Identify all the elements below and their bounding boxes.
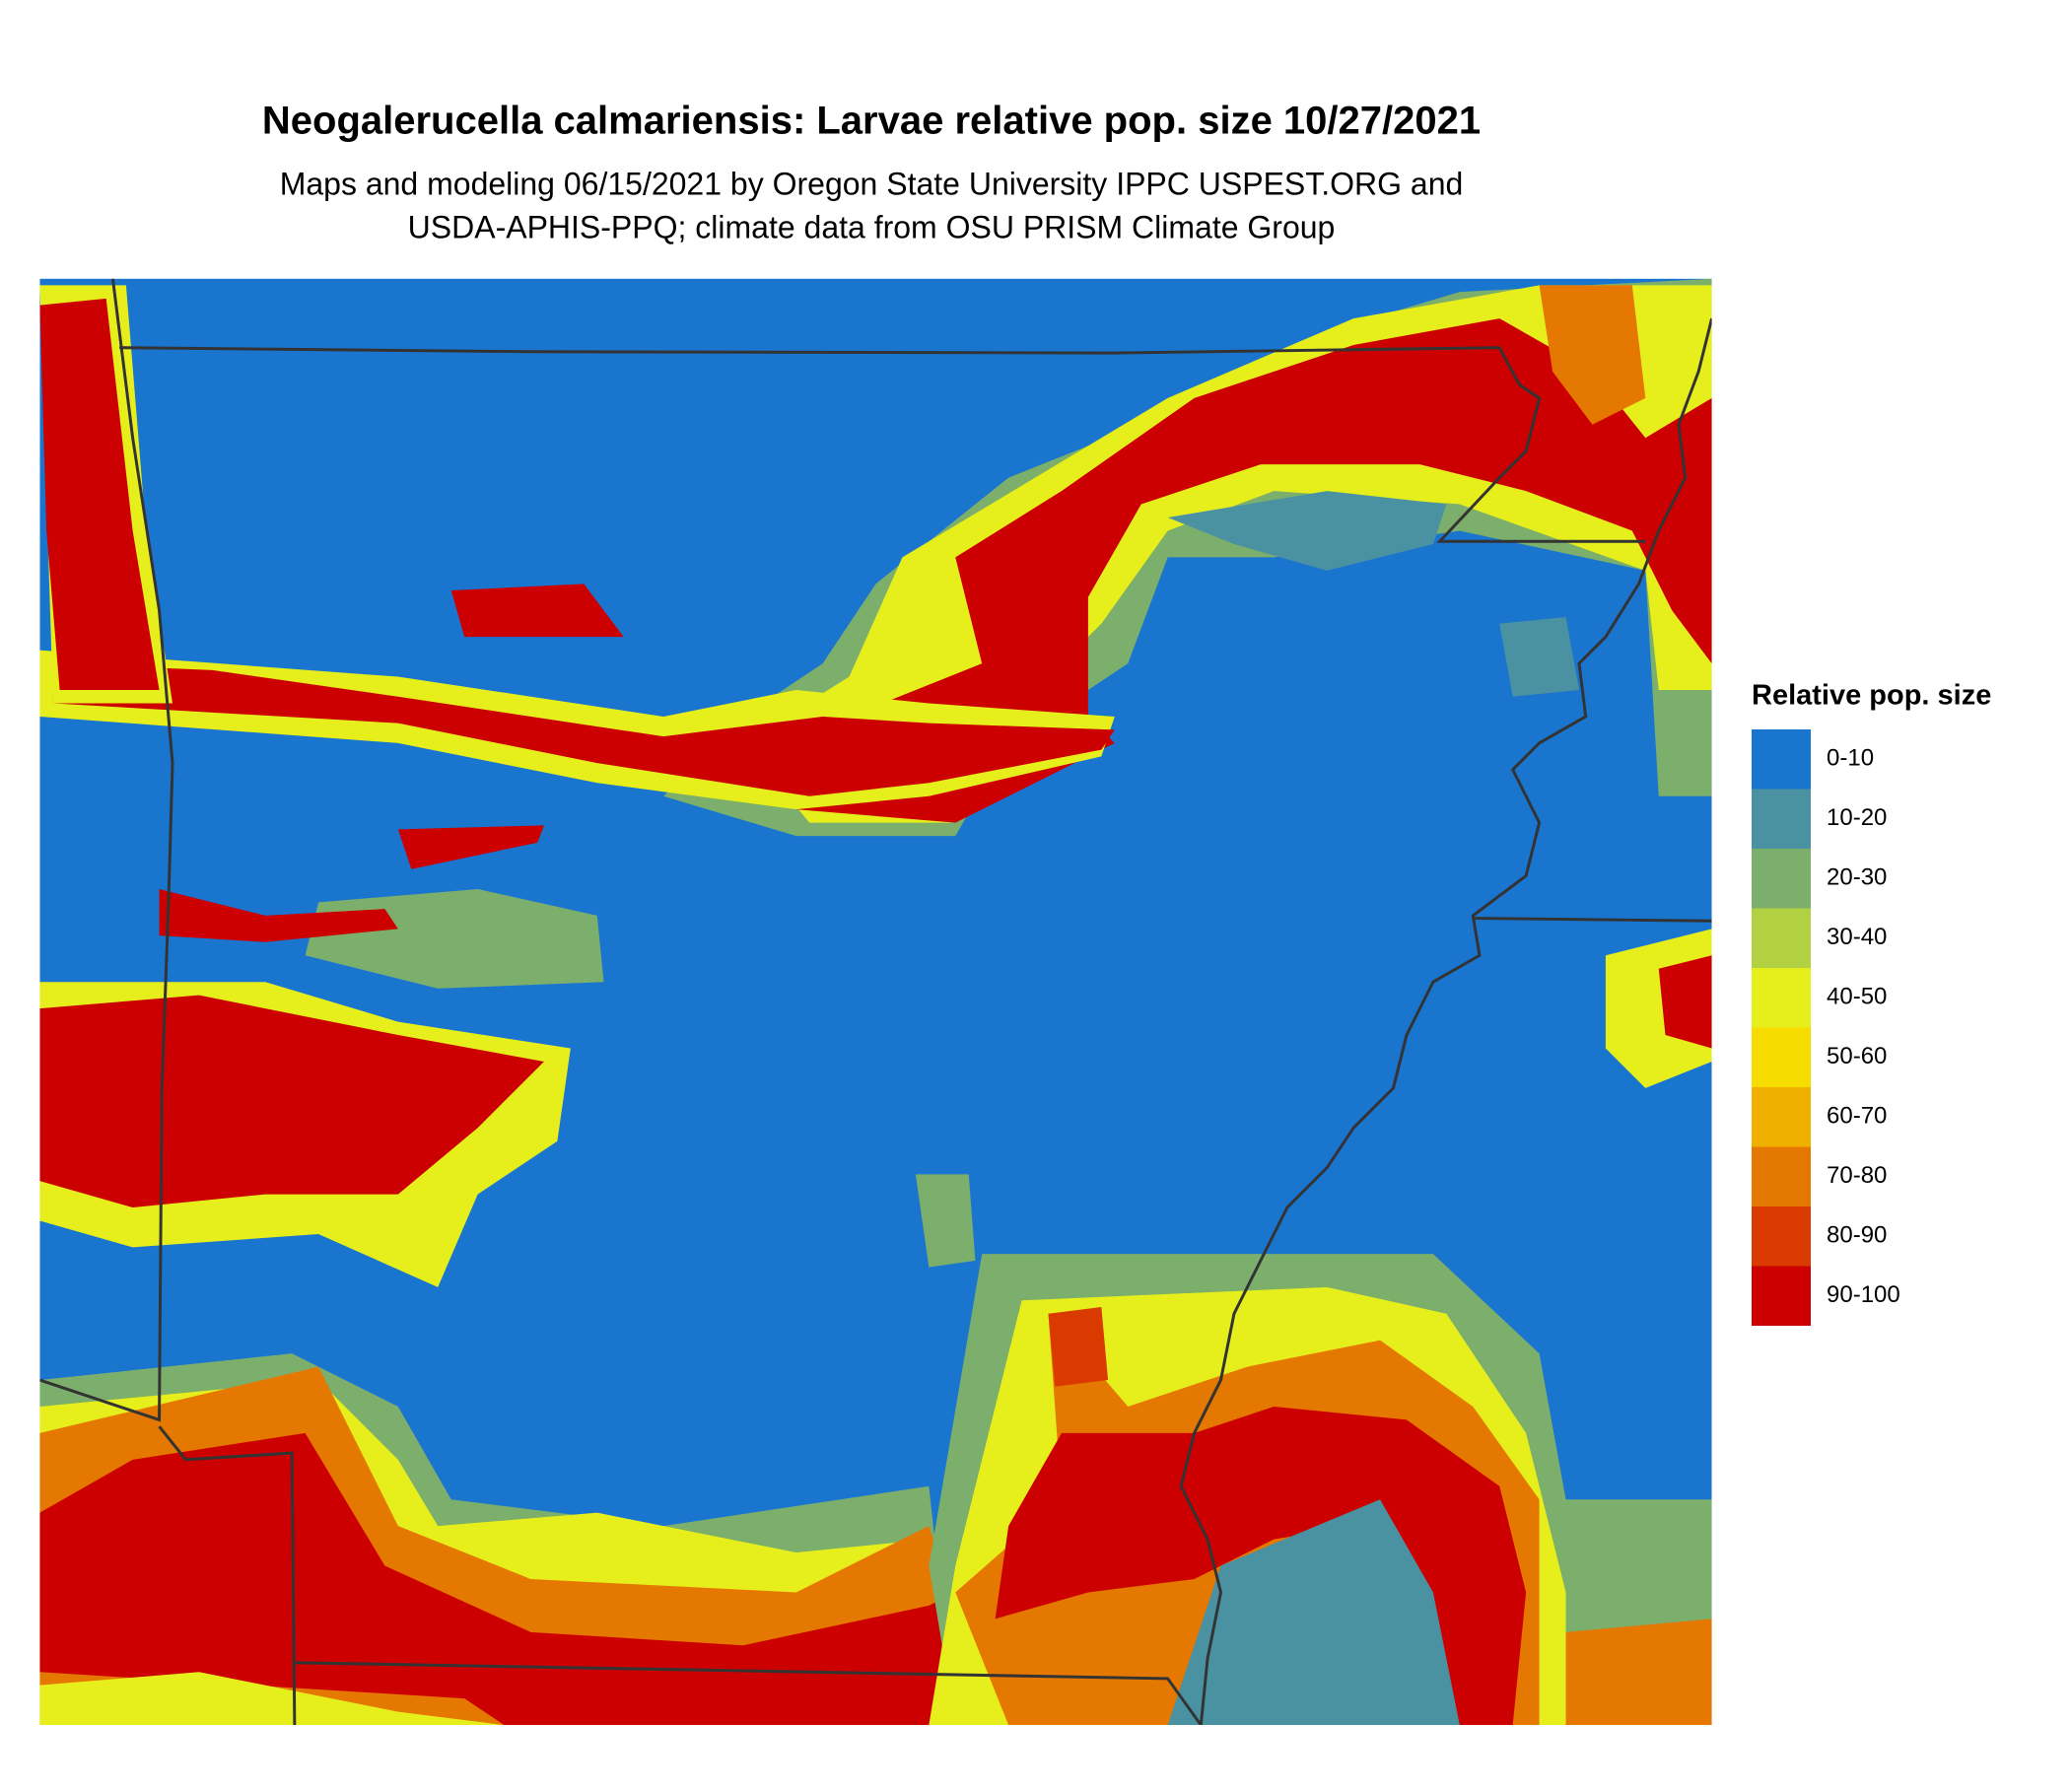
- map-raster: [39, 278, 1712, 1726]
- border: [294, 1661, 1203, 1726]
- raster-region: [39, 298, 160, 691]
- raster-region: [159, 888, 398, 942]
- raster-region: [1167, 491, 1447, 571]
- border: [119, 346, 1646, 543]
- raster-region: [716, 318, 1712, 823]
- raster-region: [1048, 1307, 1109, 1387]
- raster-region: [995, 1406, 1527, 1726]
- map-subtitle: USDA-APHIS-PPQ; climate data from OSU PR…: [408, 209, 1336, 244]
- legend-label: 30-40: [1827, 924, 1887, 950]
- legend-label: 10-20: [1827, 804, 1887, 831]
- border: [1179, 317, 1712, 1726]
- border: [158, 1425, 297, 1726]
- raster-region: [52, 663, 1115, 796]
- legend-label: 60-70: [1827, 1102, 1887, 1129]
- legend-swatch: [1752, 1027, 1811, 1087]
- border: [1473, 917, 1712, 923]
- raster-region: [1499, 616, 1579, 697]
- state-borders: [39, 278, 1712, 1726]
- legend-title: Relative pop. size: [1752, 680, 1991, 712]
- legend-label: 90-100: [1827, 1281, 1900, 1308]
- raster-region: [1539, 285, 1646, 425]
- legend-swatch: [1752, 1266, 1811, 1326]
- map-title: Neogalerucella calmariensis: Larvae rela…: [262, 100, 1481, 143]
- legend-swatch: [1752, 1087, 1811, 1147]
- legend-swatch: [1752, 908, 1811, 968]
- legend-swatch: [1752, 1146, 1811, 1206]
- legend-swatch: [1752, 789, 1811, 849]
- legend-swatch: [1752, 1206, 1811, 1267]
- raster-region: [397, 825, 544, 869]
- legend-swatch: [1752, 849, 1811, 909]
- raster-region: [39, 1672, 505, 1726]
- legend-label: 40-50: [1827, 983, 1887, 1009]
- raster-region: [915, 1174, 976, 1268]
- legend: 0-10 10-20 20-30 30-40 40-50 50-60 60-70 70-80 8…: [1752, 729, 1900, 1326]
- legend-label: 80-90: [1827, 1221, 1887, 1248]
- legend-label: 20-30: [1827, 863, 1887, 890]
- raster-region: [1565, 1619, 1712, 1726]
- legend-label: 50-60: [1827, 1043, 1887, 1069]
- legend-swatch: [1752, 968, 1811, 1028]
- legend-label: 0-10: [1827, 744, 1874, 771]
- raster-region: [450, 584, 624, 638]
- raster-region: [1167, 1499, 1460, 1726]
- legend-label: 70-80: [1827, 1162, 1887, 1189]
- legend-swatch: [1752, 729, 1811, 790]
- raster-region: [1658, 955, 1712, 1049]
- map-subtitle: Maps and modeling 06/15/2021 by Oregon S…: [280, 166, 1464, 201]
- border: [39, 278, 174, 1422]
- map-panel: [39, 278, 1712, 1726]
- raster-region: [39, 995, 544, 1208]
